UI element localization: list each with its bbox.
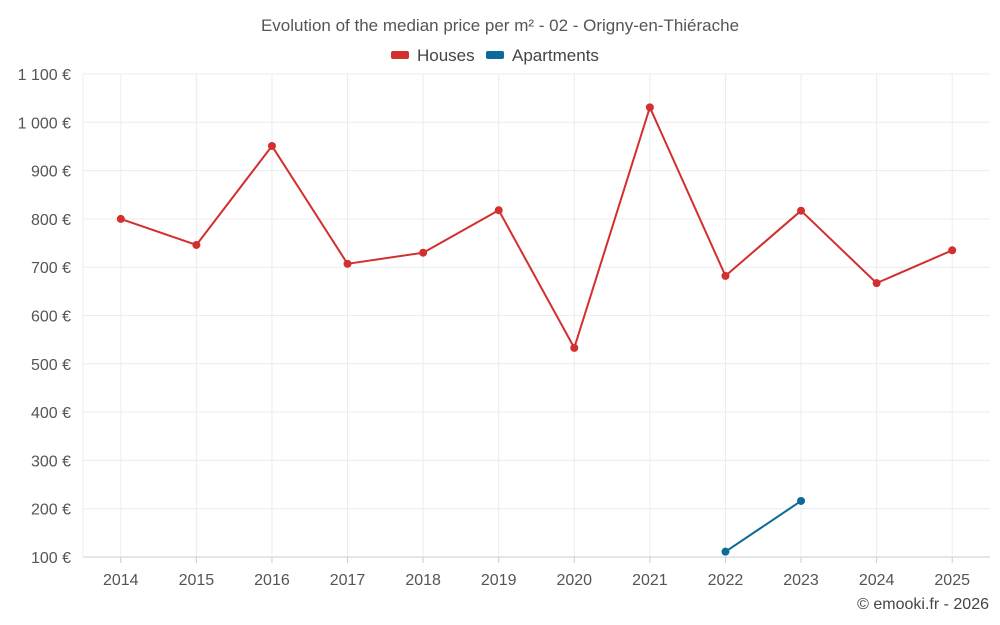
- x-tick-label: 2023: [783, 572, 819, 589]
- data-point-houses[interactable]: [872, 279, 881, 288]
- series-houses: [116, 103, 957, 352]
- data-point-houses[interactable]: [419, 248, 428, 257]
- x-tick-label: 2018: [405, 572, 441, 589]
- x-tick-label: 2016: [254, 572, 290, 589]
- data-point-houses[interactable]: [948, 246, 957, 255]
- legend-swatch-apartments: [486, 51, 504, 59]
- legend-label-houses: Houses: [417, 46, 475, 65]
- x-tick-label: 2019: [481, 572, 517, 589]
- legend-item-apartments[interactable]: Apartments: [486, 46, 599, 65]
- y-tick-label: 300 €: [31, 453, 71, 470]
- y-tick-label: 900 €: [31, 164, 71, 181]
- data-point-houses[interactable]: [192, 240, 201, 249]
- x-tick-label: 2024: [859, 572, 895, 589]
- series-layer: [116, 103, 957, 556]
- legend-item-houses[interactable]: Houses: [391, 46, 475, 65]
- y-tick-label: 700 €: [31, 260, 71, 277]
- y-tick-label: 800 €: [31, 212, 71, 229]
- legend-label-apartments: Apartments: [512, 46, 599, 65]
- y-tick-label: 1 100 €: [18, 67, 71, 84]
- credit-text: © emooki.fr - 2026: [857, 596, 989, 613]
- chart-title: Evolution of the median price per m² - 0…: [261, 16, 739, 35]
- series-line-houses: [120, 106, 953, 349]
- legend[interactable]: Houses Apartments: [391, 46, 599, 65]
- series-line-apartments: [724, 500, 802, 553]
- x-tick-label: 2015: [179, 572, 215, 589]
- data-point-apartments[interactable]: [721, 547, 730, 556]
- x-tick-label: 2025: [934, 572, 970, 589]
- data-point-houses[interactable]: [797, 206, 806, 215]
- y-axis: 100 € 200 € 300 € 400 € 500 € 600 € 700 € 800 €…: [18, 67, 71, 567]
- x-tick-label: 2021: [632, 572, 668, 589]
- data-point-houses[interactable]: [267, 141, 276, 150]
- y-tick-label: 500 €: [31, 357, 71, 374]
- data-point-houses[interactable]: [343, 259, 352, 268]
- data-point-houses[interactable]: [116, 214, 125, 223]
- data-point-houses[interactable]: [570, 343, 579, 352]
- y-tick-label: 200 €: [31, 502, 71, 519]
- data-point-houses[interactable]: [721, 271, 730, 280]
- data-point-apartments[interactable]: [797, 496, 806, 505]
- data-point-houses[interactable]: [494, 206, 503, 215]
- y-gridlines: [83, 73, 990, 558]
- x-tick-label: 2022: [708, 572, 744, 589]
- data-point-houses[interactable]: [645, 103, 654, 112]
- x-axis: 2014 2015 2016 2017 2018 2019 2020 2021 2022 2023…: [103, 557, 970, 589]
- series-apartments: [721, 496, 806, 556]
- x-gridlines: [82, 74, 953, 557]
- legend-swatch-houses: [391, 51, 409, 59]
- y-tick-label: 600 €: [31, 309, 71, 326]
- x-tick-label: 2014: [103, 572, 139, 589]
- x-tick-label: 2017: [330, 572, 366, 589]
- y-tick-label: 1 000 €: [18, 115, 71, 132]
- y-tick-label: 400 €: [31, 405, 71, 422]
- x-tick-label: 2020: [556, 572, 592, 589]
- y-tick-label: 100 €: [31, 550, 71, 567]
